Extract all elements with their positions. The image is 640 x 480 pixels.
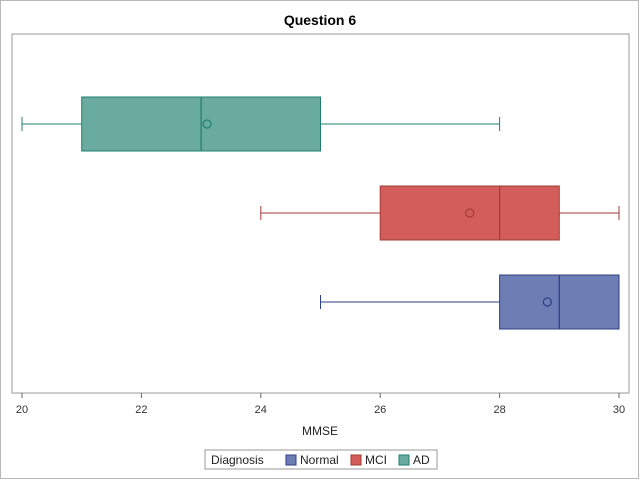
x-tick-label-28: 28 xyxy=(493,404,505,416)
x-tick-label-20: 20 xyxy=(16,404,28,416)
box-ad xyxy=(21,96,501,152)
legend-label-normal: Normal xyxy=(300,453,339,467)
box-mci xyxy=(260,185,620,241)
mean-marker-ad xyxy=(202,119,212,129)
boxes-layer xyxy=(21,96,620,330)
x-axis: 20 22 24 26 28 30 xyxy=(16,393,625,416)
legend-swatch-normal xyxy=(285,454,297,466)
x-tick-label-26: 26 xyxy=(374,404,386,416)
legend-swatch-ad xyxy=(398,454,410,466)
legend-label-ad: AD xyxy=(413,453,430,467)
x-tick-label-24: 24 xyxy=(255,404,267,416)
legend-title: Diagnosis xyxy=(211,453,264,467)
legend-swatch-mci xyxy=(350,454,362,466)
mean-marker-normal xyxy=(542,297,552,307)
box-normal xyxy=(320,274,620,330)
x-axis-label: MMSE xyxy=(302,424,338,438)
x-tick-label-30: 30 xyxy=(613,404,625,416)
legend-label-mci: MCI xyxy=(365,453,387,467)
legend: Diagnosis Normal MCI AD xyxy=(204,449,438,470)
plot-area xyxy=(11,33,630,394)
iqr-box-mci xyxy=(379,185,560,241)
legend-box xyxy=(204,449,438,470)
mean-marker-mci xyxy=(465,208,475,218)
chart-title: Question 6 xyxy=(284,12,357,28)
x-tick-label-22: 22 xyxy=(135,404,147,416)
